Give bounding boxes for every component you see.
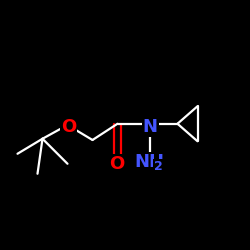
Text: O: O xyxy=(60,118,76,136)
Text: 2: 2 xyxy=(154,160,162,173)
Text: NH: NH xyxy=(134,153,164,171)
Text: N: N xyxy=(143,118,158,136)
Text: O: O xyxy=(109,155,124,173)
